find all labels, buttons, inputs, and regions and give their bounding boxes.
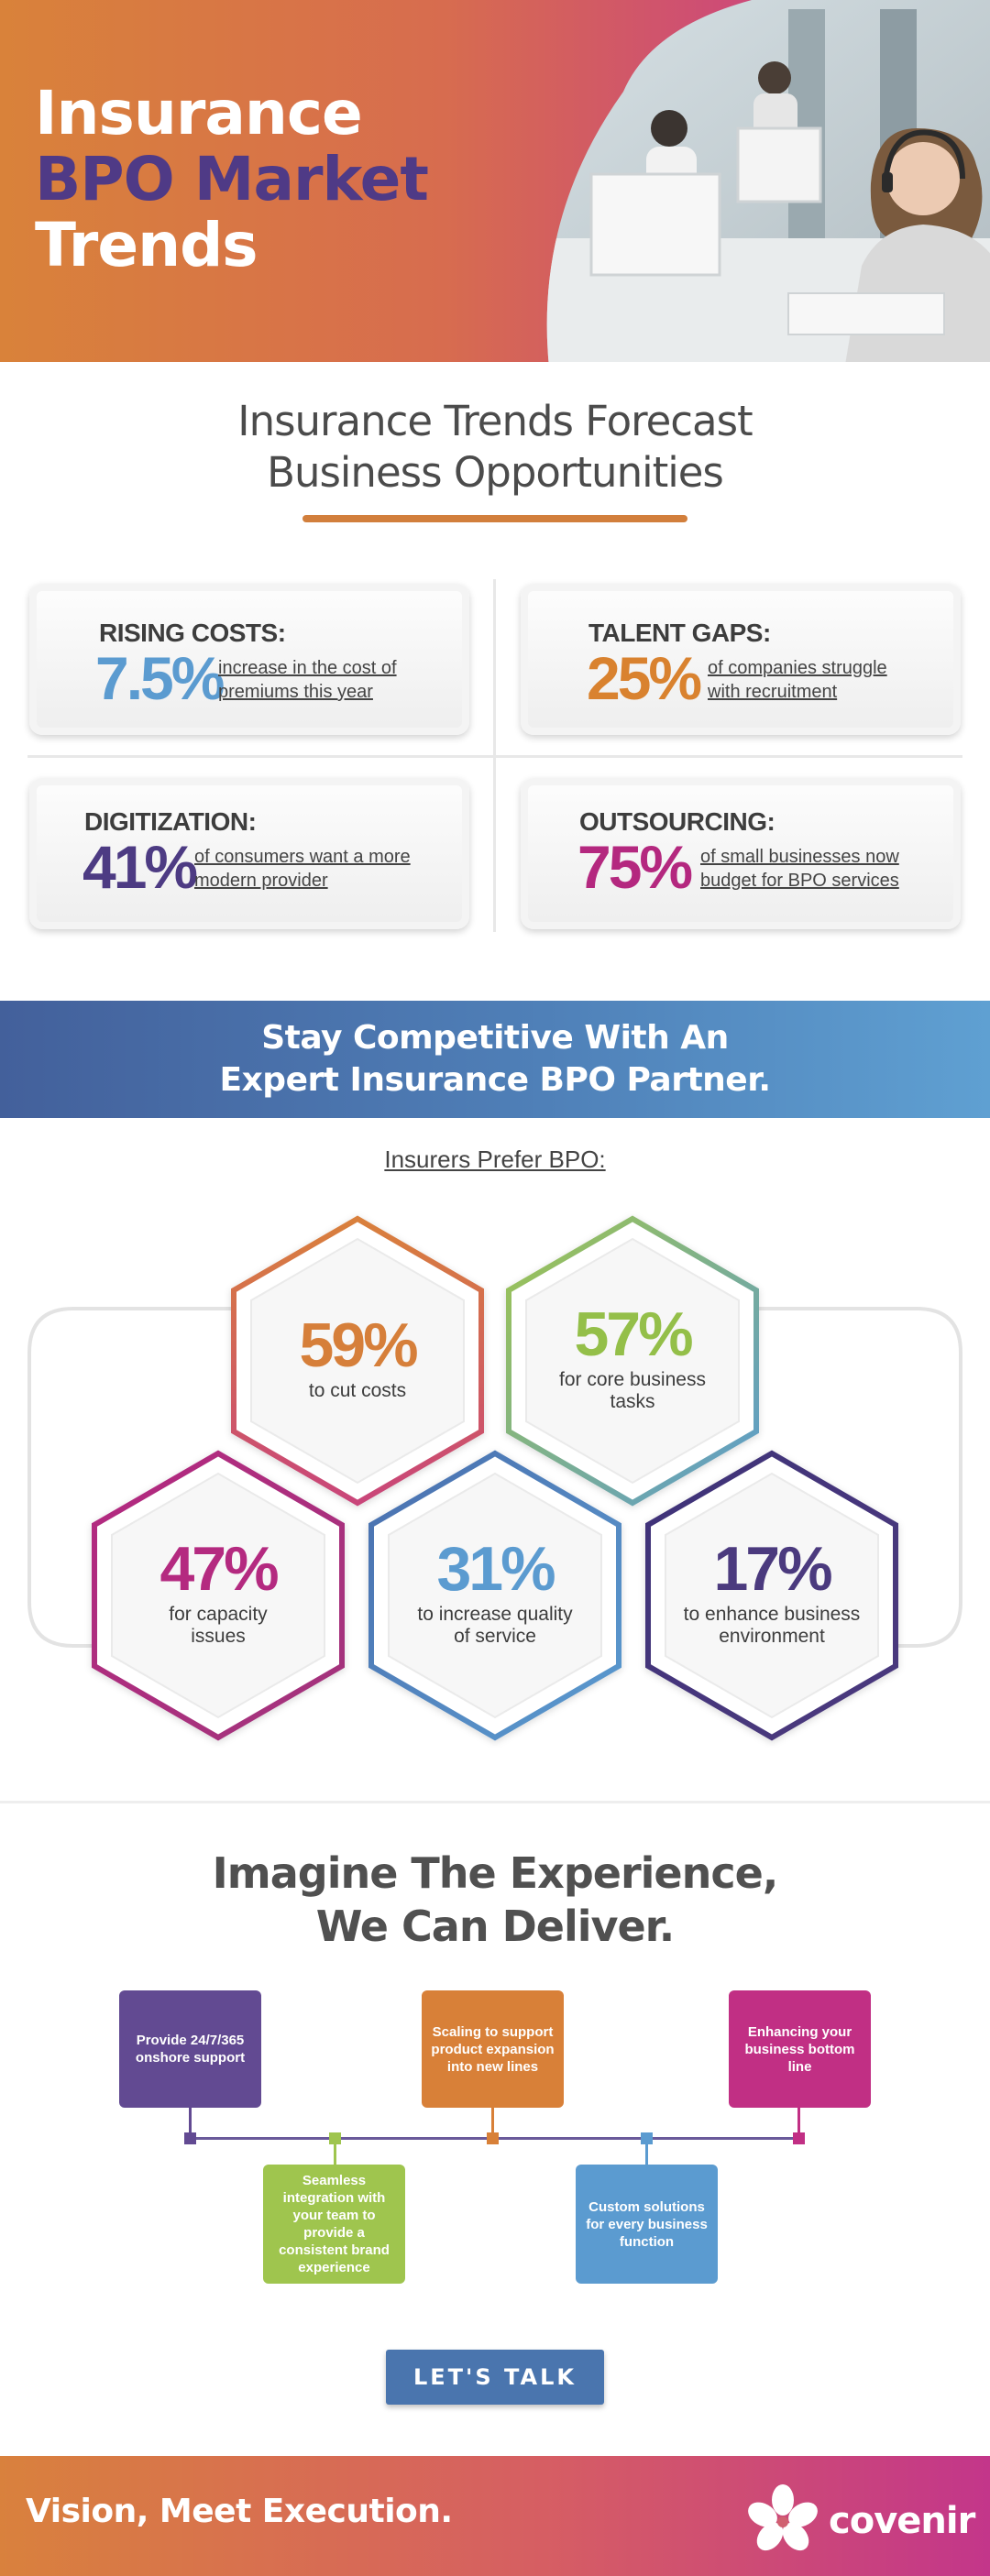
timeline-step-3: Scaling to support product expansion int… <box>422 1990 564 2108</box>
timeline-stem <box>491 2108 494 2135</box>
stat-value: 25% <box>587 644 702 712</box>
stat-label: OUTSOURCING: <box>579 807 776 836</box>
stat-description-line2: premiums this year <box>218 682 373 702</box>
hero-photo <box>546 0 990 362</box>
hexagon-47 <box>92 1450 345 1741</box>
stat-description: of consumers want a more modern provider <box>194 845 411 893</box>
stat-label: RISING COSTS: <box>99 619 286 647</box>
connector-frame-right <box>756 1307 962 1648</box>
hero-title: Insurance BPO Market Trends <box>35 78 429 280</box>
hexagon-label-47: 47% for capacity issues <box>108 1534 328 1648</box>
hexagon-value: 59% <box>299 1310 418 1380</box>
forecast-title: Insurance Trends Forecast Business Oppor… <box>0 396 990 499</box>
hexagon-31 <box>368 1450 622 1741</box>
covenir-logo[interactable]: covenir <box>744 2483 975 2557</box>
hexagon-desc-line1: for capacity <box>169 1604 268 1625</box>
stat-card-rising-costs: RISING COSTS: 7.5% increase in the cost … <box>29 584 469 735</box>
timeline-step-1: Provide 24/7/365 onshore support <box>119 1990 261 2108</box>
banner-line1: Stay Competitive With An <box>261 1019 729 1057</box>
timeline-stem <box>645 2141 648 2168</box>
hexagon-desc-line1: for core business <box>559 1369 706 1390</box>
stat-card-digitization: DIGITIZATION: 41% of consumers want a mo… <box>29 778 469 929</box>
stat-description-line2: with recruitment <box>708 682 838 702</box>
hexagon-label-31: 31% to increase quality of service <box>385 1534 605 1648</box>
stat-value: 75% <box>578 833 693 901</box>
stat-card-outsourcing: OUTSOURCING: 75% of small businesses now… <box>521 778 961 929</box>
timeline-dot <box>793 2132 805 2144</box>
stat-description-line1: of small businesses now <box>700 847 899 867</box>
hexagon-desc-line1: to enhance business <box>683 1604 861 1625</box>
hexagon-57 <box>506 1215 759 1507</box>
hexagon-value: 17% <box>713 1534 832 1604</box>
timeline-dot <box>184 2132 196 2144</box>
timeline-dot <box>487 2132 499 2144</box>
hexagon-label-59: 59% to cut costs <box>248 1310 468 1402</box>
stat-description: of small businesses now budget for BPO s… <box>700 845 899 893</box>
forecast-title-line1: Insurance Trends Forecast <box>237 397 753 445</box>
lets-talk-button[interactable]: LET'S TALK <box>386 2350 604 2405</box>
hexagon-value: 57% <box>574 1299 693 1369</box>
hexagon-label-57: 57% for core business tasks <box>522 1299 742 1413</box>
stat-description: of companies struggle with recruitment <box>708 656 887 704</box>
stat-description-line1: of companies struggle <box>708 658 887 678</box>
stat-label: TALENT GAPS: <box>588 619 771 647</box>
hexagon-desc-line1: to increase quality <box>417 1604 573 1625</box>
stat-value: 41% <box>82 833 198 901</box>
stat-description-line1: increase in the cost of <box>218 658 397 678</box>
logo-text: covenir <box>829 2500 975 2542</box>
experience-title-line2: We Can Deliver. <box>315 1902 676 1951</box>
hero-title-line1: Insurance <box>35 78 363 148</box>
hexagon-desc-line2: of service <box>454 1626 536 1647</box>
hexagon-value: 47% <box>160 1534 279 1604</box>
stat-description-line2: budget for BPO services <box>700 871 899 891</box>
hexagon-59 <box>231 1215 484 1507</box>
title-underline <box>302 515 688 522</box>
banner-text: Stay Competitive With An Expert Insuranc… <box>0 1017 990 1102</box>
stat-card-talent-gaps: TALENT GAPS: 25% of companies struggle w… <box>521 584 961 735</box>
stat-description-line2: modern provider <box>194 871 328 891</box>
flower-petal-icon <box>748 2484 818 2551</box>
hexagon-desc-line2: environment <box>719 1626 825 1647</box>
timeline-stem <box>798 2108 800 2135</box>
timeline-step-2: Seamless integration with your team to p… <box>263 2165 405 2284</box>
forecast-title-line2: Business Opportunities <box>267 448 724 497</box>
timeline-step-5: Enhancing your business bottom line <box>729 1990 871 2108</box>
experience-title-line1: Imagine The Experience, <box>212 1848 779 1898</box>
experience-title: Imagine The Experience, We Can Deliver. <box>0 1847 990 1953</box>
hero-title-line2: BPO Market <box>35 144 429 214</box>
hexagon-value: 31% <box>436 1534 556 1604</box>
timeline-stem <box>189 2108 192 2135</box>
partner-banner: Stay Competitive With An Expert Insuranc… <box>0 1001 990 1118</box>
footer-tagline: Vision, Meet Execution. <box>26 2493 453 2530</box>
section-divider <box>0 1801 990 1803</box>
timeline-dot <box>641 2132 653 2144</box>
hexagon-diagram <box>28 1215 962 1741</box>
timeline-step-4: Custom solutions for every business func… <box>576 2165 718 2284</box>
hexagon-17 <box>645 1450 898 1741</box>
hexagon-desc-line2: tasks <box>610 1391 655 1412</box>
stat-label: DIGITIZATION: <box>84 807 257 836</box>
stat-description-line1: of consumers want a more <box>194 847 411 867</box>
hexagon-label-17: 17% to enhance business environment <box>662 1534 882 1648</box>
hexagon-desc-line2: issues <box>191 1626 246 1647</box>
grid-divider-horizontal <box>28 755 962 758</box>
stat-description: increase in the cost of premiums this ye… <box>218 656 397 704</box>
timeline-stem <box>334 2141 336 2168</box>
connector-frame <box>28 1307 234 1648</box>
hero-title-line3: Trends <box>35 210 258 280</box>
prefer-heading: Insurers Prefer BPO: <box>384 1145 606 1173</box>
banner-line2: Expert Insurance BPO Partner. <box>219 1061 771 1099</box>
hexagon-desc: to cut costs <box>308 1380 407 1401</box>
footer: Vision, Meet Execution. covenir <box>0 2456 990 2576</box>
stat-value: 7.5% <box>95 644 225 712</box>
timeline-dot <box>329 2132 341 2144</box>
hero-banner: Insurance BPO Market Trends <box>0 0 990 362</box>
